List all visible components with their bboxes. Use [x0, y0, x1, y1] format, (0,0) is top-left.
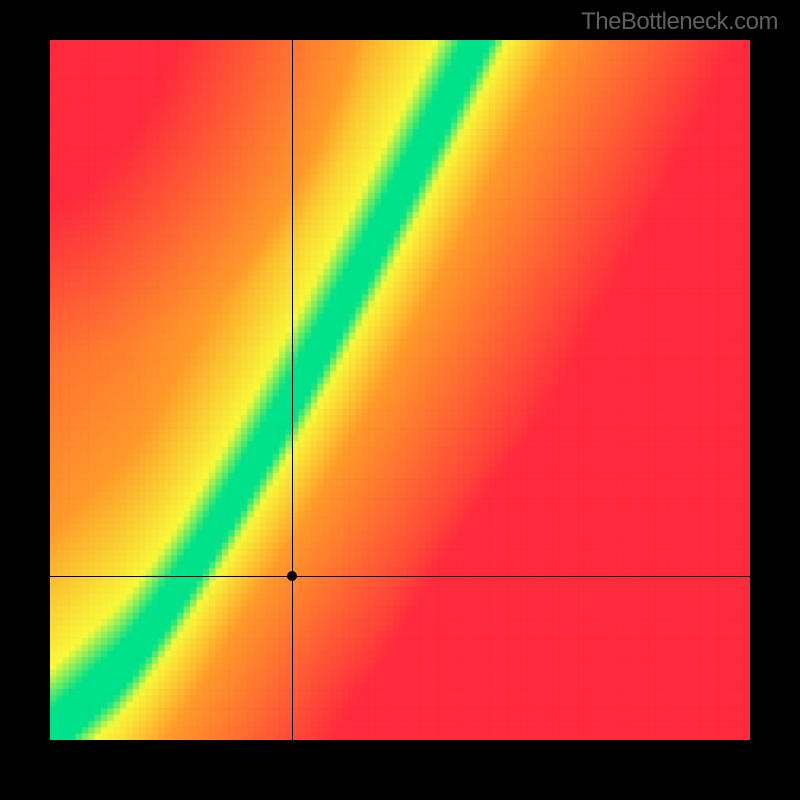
crosshair-horizontal: [50, 576, 750, 577]
crosshair-vertical: [292, 40, 293, 740]
heatmap-plot: [50, 40, 750, 740]
heatmap-canvas: [50, 40, 750, 740]
watermark-text: TheBottleneck.com: [581, 8, 778, 36]
crosshair-marker: [287, 571, 297, 581]
